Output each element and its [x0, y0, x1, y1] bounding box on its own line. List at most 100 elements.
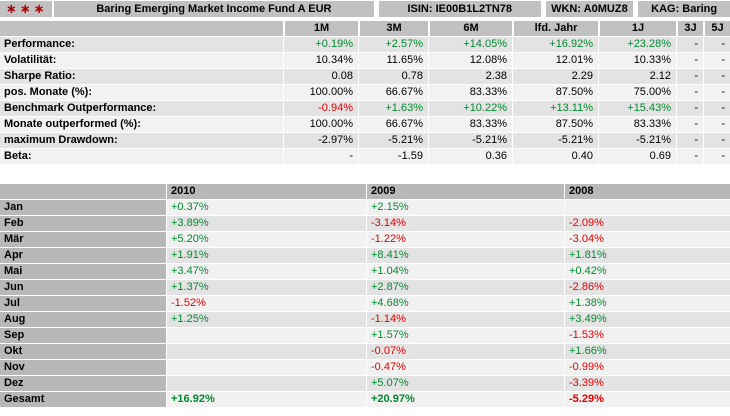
year-column-header-2009: 2009	[366, 184, 564, 200]
performance-value-cell: -	[703, 149, 730, 165]
performance-value-cell: -	[703, 69, 730, 85]
performance-value-cell: 0.36	[428, 149, 512, 165]
performance-header-empty	[0, 21, 283, 37]
performance-value-cell: 75.00%	[598, 85, 676, 101]
monthly-header-empty	[0, 184, 166, 200]
performance-value-cell: -	[676, 149, 703, 165]
monthly-value-cell	[166, 360, 366, 376]
performance-column-header-1M: 1M	[283, 21, 358, 37]
performance-column-header-6M: 6M	[428, 21, 512, 37]
month-label: Apr	[0, 248, 166, 264]
performance-value-cell: +15.43%	[598, 101, 676, 117]
monthly-value-cell: -3.39%	[564, 376, 730, 392]
performance-value-cell: 87.50%	[512, 85, 598, 101]
month-label: Jun	[0, 280, 166, 296]
monthly-value-cell: +2.15%	[366, 200, 564, 216]
performance-value-cell: 11.65%	[358, 53, 428, 69]
performance-value-cell: +1.63%	[358, 101, 428, 117]
performance-value-cell: 12.08%	[428, 53, 512, 69]
month-row: Nov -0.47% -0.99%	[0, 360, 730, 376]
month-label: Feb	[0, 216, 166, 232]
month-label: Aug	[0, 312, 166, 328]
performance-value-cell: -1.59	[358, 149, 428, 165]
total-value-cell: +20.97%	[366, 392, 564, 408]
fund-title: Baring Emerging Market Income Fund A EUR	[53, 1, 374, 17]
month-label: Jul	[0, 296, 166, 312]
performance-header-row: 1M 3M 6M lfd. Jahr 1J 3J 5J	[0, 21, 730, 37]
performance-value-cell: +23.28%	[598, 37, 676, 53]
fund-report-page: ∗∗∗ Baring Emerging Market Income Fund A…	[0, 1, 730, 408]
total-label: Gesamt	[0, 392, 166, 408]
total-value-cell: +16.92%	[166, 392, 366, 408]
month-label: Mär	[0, 232, 166, 248]
performance-value-cell: -	[676, 85, 703, 101]
performance-column-header-lfd. Jahr: lfd. Jahr	[512, 21, 598, 37]
monthly-header-row: 2010 2009 2008	[0, 184, 730, 200]
monthly-value-cell: -1.22%	[366, 232, 564, 248]
performance-row-label: Volatilität:	[0, 53, 283, 69]
performance-value-cell: +10.22%	[428, 101, 512, 117]
monthly-value-cell: +1.66%	[564, 344, 730, 360]
performance-column-header-3J: 3J	[676, 21, 703, 37]
performance-value-cell: 10.33%	[598, 53, 676, 69]
performance-value-cell: 100.00%	[283, 117, 358, 133]
performance-value-cell: 10.34%	[283, 53, 358, 69]
performance-value-cell: 12.01%	[512, 53, 598, 69]
monthly-value-cell: -3.14%	[366, 216, 564, 232]
fund-kag: KAG: Baring	[638, 1, 730, 17]
performance-row: Beta: - -1.59 0.36 0.40 0.69- -	[0, 149, 730, 165]
performance-value-cell: 83.33%	[428, 117, 512, 133]
performance-value-cell: -0.94%	[283, 101, 358, 117]
performance-value-cell: -2.97%	[283, 133, 358, 149]
month-row: Feb +3.89% -3.14% -2.09%	[0, 216, 730, 232]
monthly-value-cell: +1.91%	[166, 248, 366, 264]
performance-value-cell: 66.67%	[358, 117, 428, 133]
performance-row-label: Benchmark Outperformance:	[0, 101, 283, 117]
performance-row: Sharpe Ratio: 0.08 0.78 2.38 2.29 2.12- -	[0, 69, 730, 85]
monthly-value-cell: +1.57%	[366, 328, 564, 344]
performance-value-cell: 83.33%	[428, 85, 512, 101]
performance-column-header-3M: 3M	[358, 21, 428, 37]
monthly-value-cell: +4.68%	[366, 296, 564, 312]
performance-value-cell: 0.69	[598, 149, 676, 165]
performance-value-cell: 2.29	[512, 69, 598, 85]
monthly-value-cell: +3.49%	[564, 312, 730, 328]
performance-row: pos. Monate (%): 100.00% 66.67% 83.33% 87.50…	[0, 85, 730, 101]
performance-row-label: Monate outperformed (%):	[0, 117, 283, 133]
performance-row: Performance: +0.19% +2.57% +14.05% +16.92% +2…	[0, 37, 730, 53]
monthly-value-cell: +1.38%	[564, 296, 730, 312]
performance-value-cell: -	[703, 85, 730, 101]
performance-row-label: Performance:	[0, 37, 283, 53]
month-row: Mär +5.20% -1.22% -3.04%	[0, 232, 730, 248]
performance-value-cell: -	[676, 69, 703, 85]
performance-value-cell: -	[676, 101, 703, 117]
performance-value-cell: -5.21%	[512, 133, 598, 149]
performance-value-cell: -	[676, 117, 703, 133]
performance-value-cell: +16.92%	[512, 37, 598, 53]
year-column-header-2008: 2008	[564, 184, 730, 200]
monthly-value-cell: +8.41%	[366, 248, 564, 264]
monthly-value-cell: +3.89%	[166, 216, 366, 232]
performance-value-cell: -	[283, 149, 358, 165]
monthly-value-cell: -3.04%	[564, 232, 730, 248]
monthly-value-cell	[564, 200, 730, 216]
performance-value-cell: -	[676, 53, 703, 69]
performance-value-cell: +14.05%	[428, 37, 512, 53]
performance-value-cell: -	[703, 133, 730, 149]
performance-row: maximum Drawdown: -2.97% -5.21% -5.21% -5.21…	[0, 133, 730, 149]
month-row: Apr +1.91% +8.41% +1.81%	[0, 248, 730, 264]
total-value-cell: -5.29%	[564, 392, 730, 408]
monthly-value-cell: -0.99%	[564, 360, 730, 376]
monthly-value-cell: +1.25%	[166, 312, 366, 328]
monthly-value-cell: +0.42%	[564, 264, 730, 280]
performance-value-cell: -	[703, 53, 730, 69]
monthly-value-cell: -0.07%	[366, 344, 564, 360]
monthly-value-cell: +3.47%	[166, 264, 366, 280]
performance-value-cell: 83.33%	[598, 117, 676, 133]
performance-column-header-1J: 1J	[598, 21, 676, 37]
monthly-value-cell: -1.52%	[166, 296, 366, 312]
performance-value-cell: +0.19%	[283, 37, 358, 53]
performance-value-cell: -	[703, 37, 730, 53]
total-row: Gesamt +16.92% +20.97% -5.29%	[0, 392, 730, 408]
fund-isin: ISIN: IE00B1L2TN78	[378, 1, 541, 17]
